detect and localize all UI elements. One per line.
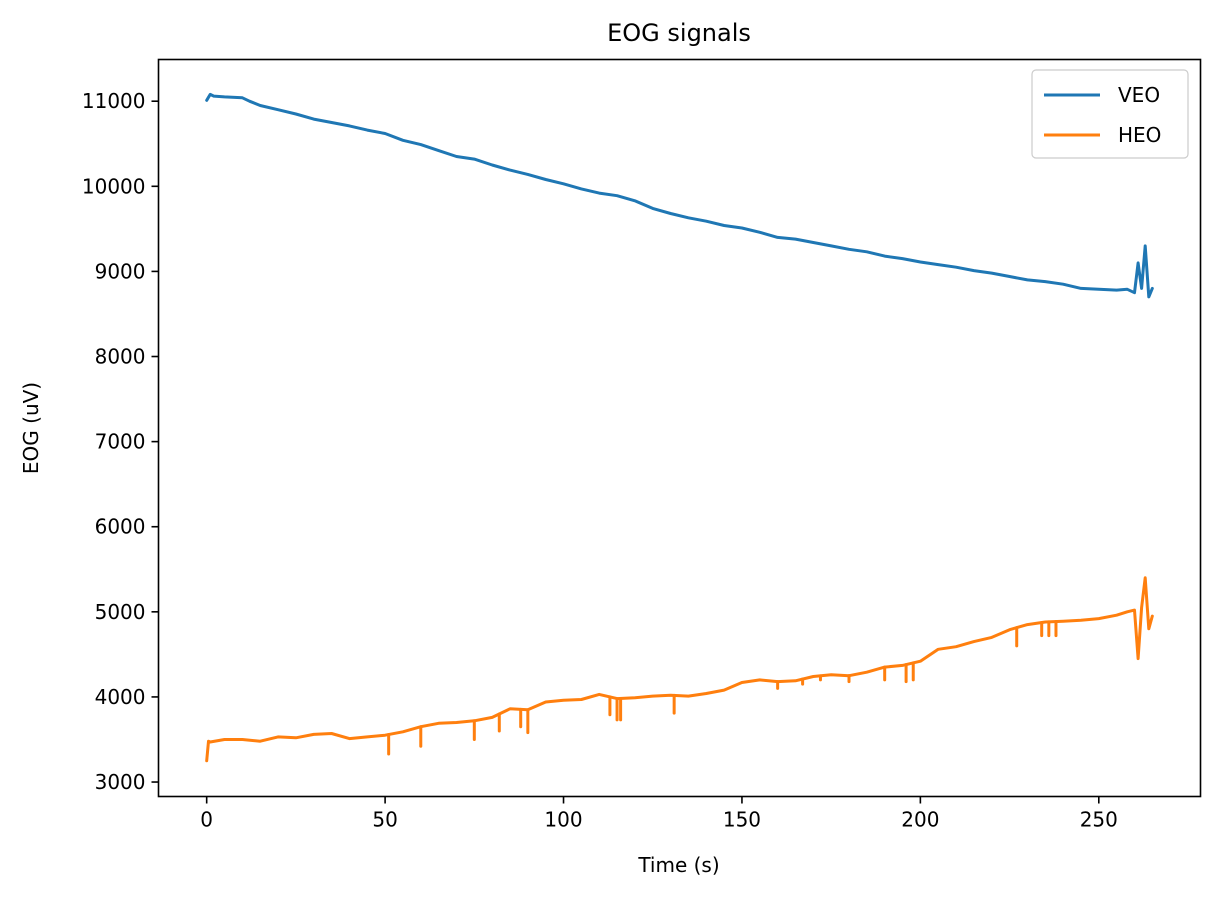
legend: VEO HEO [1032,70,1188,158]
y-tick-label: 10000 [82,174,146,198]
y-tick-label: 7000 [95,430,146,454]
y-tick-label: 4000 [95,685,146,709]
y-axis-label: EOG (uV) [19,382,43,474]
x-tick-label: 250 [1080,808,1118,832]
x-tick-label: 200 [901,808,939,832]
x-tick-label: 100 [544,808,582,832]
x-tick-label: 150 [723,808,761,832]
y-tick-label: 9000 [95,259,146,283]
x-tick-label: 50 [372,808,397,832]
x-tick-label: 0 [200,808,213,832]
y-tick-label: 8000 [95,345,146,369]
legend-label-veo: VEO [1118,83,1160,107]
chart-title: EOG signals [607,19,751,47]
y-tick-label: 3000 [95,770,146,794]
x-axis-label: Time (s) [637,853,719,877]
legend-label-heo: HEO [1118,123,1161,147]
y-tick-label: 6000 [95,515,146,539]
legend-box [1032,70,1188,158]
y-tick-label: 11000 [82,89,146,113]
y-tick-label: 5000 [95,600,146,624]
